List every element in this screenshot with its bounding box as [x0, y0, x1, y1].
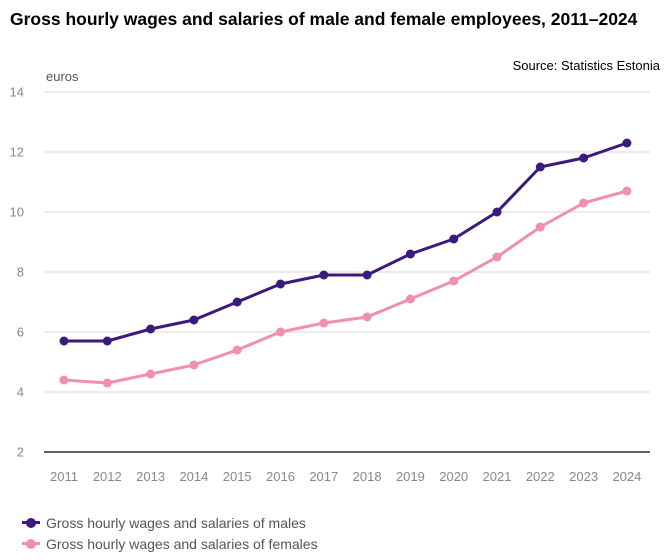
data-point-0-2024	[622, 138, 632, 148]
data-point-0-2013	[146, 324, 156, 334]
data-point-1-2017	[319, 318, 329, 328]
chart-title: Gross hourly wages and salaries of male …	[10, 9, 638, 29]
series-line-1	[63, 189, 628, 385]
data-point-1-2016	[276, 327, 285, 337]
y-tick-label-8: 8	[17, 265, 24, 280]
data-point-1-2019	[405, 294, 415, 304]
x-tick-label-2016: 2016	[266, 469, 295, 484]
data-point-1-2024	[622, 186, 632, 196]
series-line-0	[64, 141, 628, 343]
y-tick-label-2: 2	[17, 445, 24, 460]
x-tick-label-2018: 2018	[353, 469, 382, 484]
data-point-1-2023	[579, 198, 589, 208]
data-point-1-2012	[102, 378, 112, 388]
y-tick-label-14: 14	[10, 85, 24, 100]
x-tick-label-2023: 2023	[569, 469, 598, 484]
data-point-0-2019	[405, 249, 415, 259]
x-tick-label-2020: 2020	[439, 469, 468, 484]
y-tick-label-4: 4	[17, 385, 24, 400]
x-tick-label-2021: 2021	[483, 469, 512, 484]
x-tick-label-2014: 2014	[179, 469, 208, 484]
x-tick-label-2013: 2013	[136, 469, 165, 484]
x-tick-label-2017: 2017	[309, 469, 338, 484]
data-point-1-2022	[535, 222, 545, 232]
data-point-1-2013	[146, 369, 156, 379]
legend-item-males: Gross hourly wages and salaries of males	[22, 512, 318, 533]
data-point-0-2021	[492, 207, 502, 217]
x-tick-label-2024: 2024	[612, 469, 641, 484]
legend-dot-females	[26, 538, 36, 549]
y-tick-label-6: 6	[17, 325, 24, 340]
y-tick-label-12: 12	[10, 145, 24, 160]
source-note: Source: Statistics Estonia	[512, 58, 660, 73]
data-point-0-2018	[362, 270, 372, 280]
legend-swatch-males	[22, 517, 40, 528]
data-point-1-2011	[59, 375, 69, 385]
data-point-0-2023	[579, 153, 589, 163]
legend-swatch-females	[22, 538, 40, 549]
x-tick-label-2015: 2015	[223, 469, 252, 484]
legend-dot-males	[26, 517, 36, 528]
data-point-0-2022	[535, 162, 545, 172]
x-tick-label-2019: 2019	[396, 469, 425, 484]
data-point-0-2014	[189, 315, 199, 325]
data-point-0-2016	[276, 279, 285, 289]
data-point-1-2014	[189, 360, 199, 370]
data-point-1-2020	[449, 276, 459, 286]
x-tick-label-2011: 2011	[50, 469, 78, 484]
data-point-0-2020	[449, 234, 459, 244]
legend-label-males: Gross hourly wages and salaries of males	[46, 514, 306, 531]
data-point-0-2011	[59, 336, 69, 346]
x-tick-label-2022: 2022	[526, 469, 555, 484]
legend-item-females: Gross hourly wages and salaries of femal…	[22, 533, 318, 554]
data-point-0-2012	[102, 336, 112, 346]
y-tick-label-10: 10	[10, 205, 24, 220]
data-point-0-2015	[232, 297, 242, 307]
data-point-0-2017	[319, 270, 329, 280]
legend: Gross hourly wages and salaries of males…	[22, 512, 318, 554]
legend-label-females: Gross hourly wages and salaries of femal…	[46, 535, 318, 552]
data-point-1-2018	[362, 312, 372, 322]
data-point-1-2015	[232, 345, 242, 355]
x-tick-label-2012: 2012	[93, 469, 122, 484]
data-point-1-2021	[492, 252, 502, 262]
y-axis-unit-label: euros	[46, 69, 79, 84]
